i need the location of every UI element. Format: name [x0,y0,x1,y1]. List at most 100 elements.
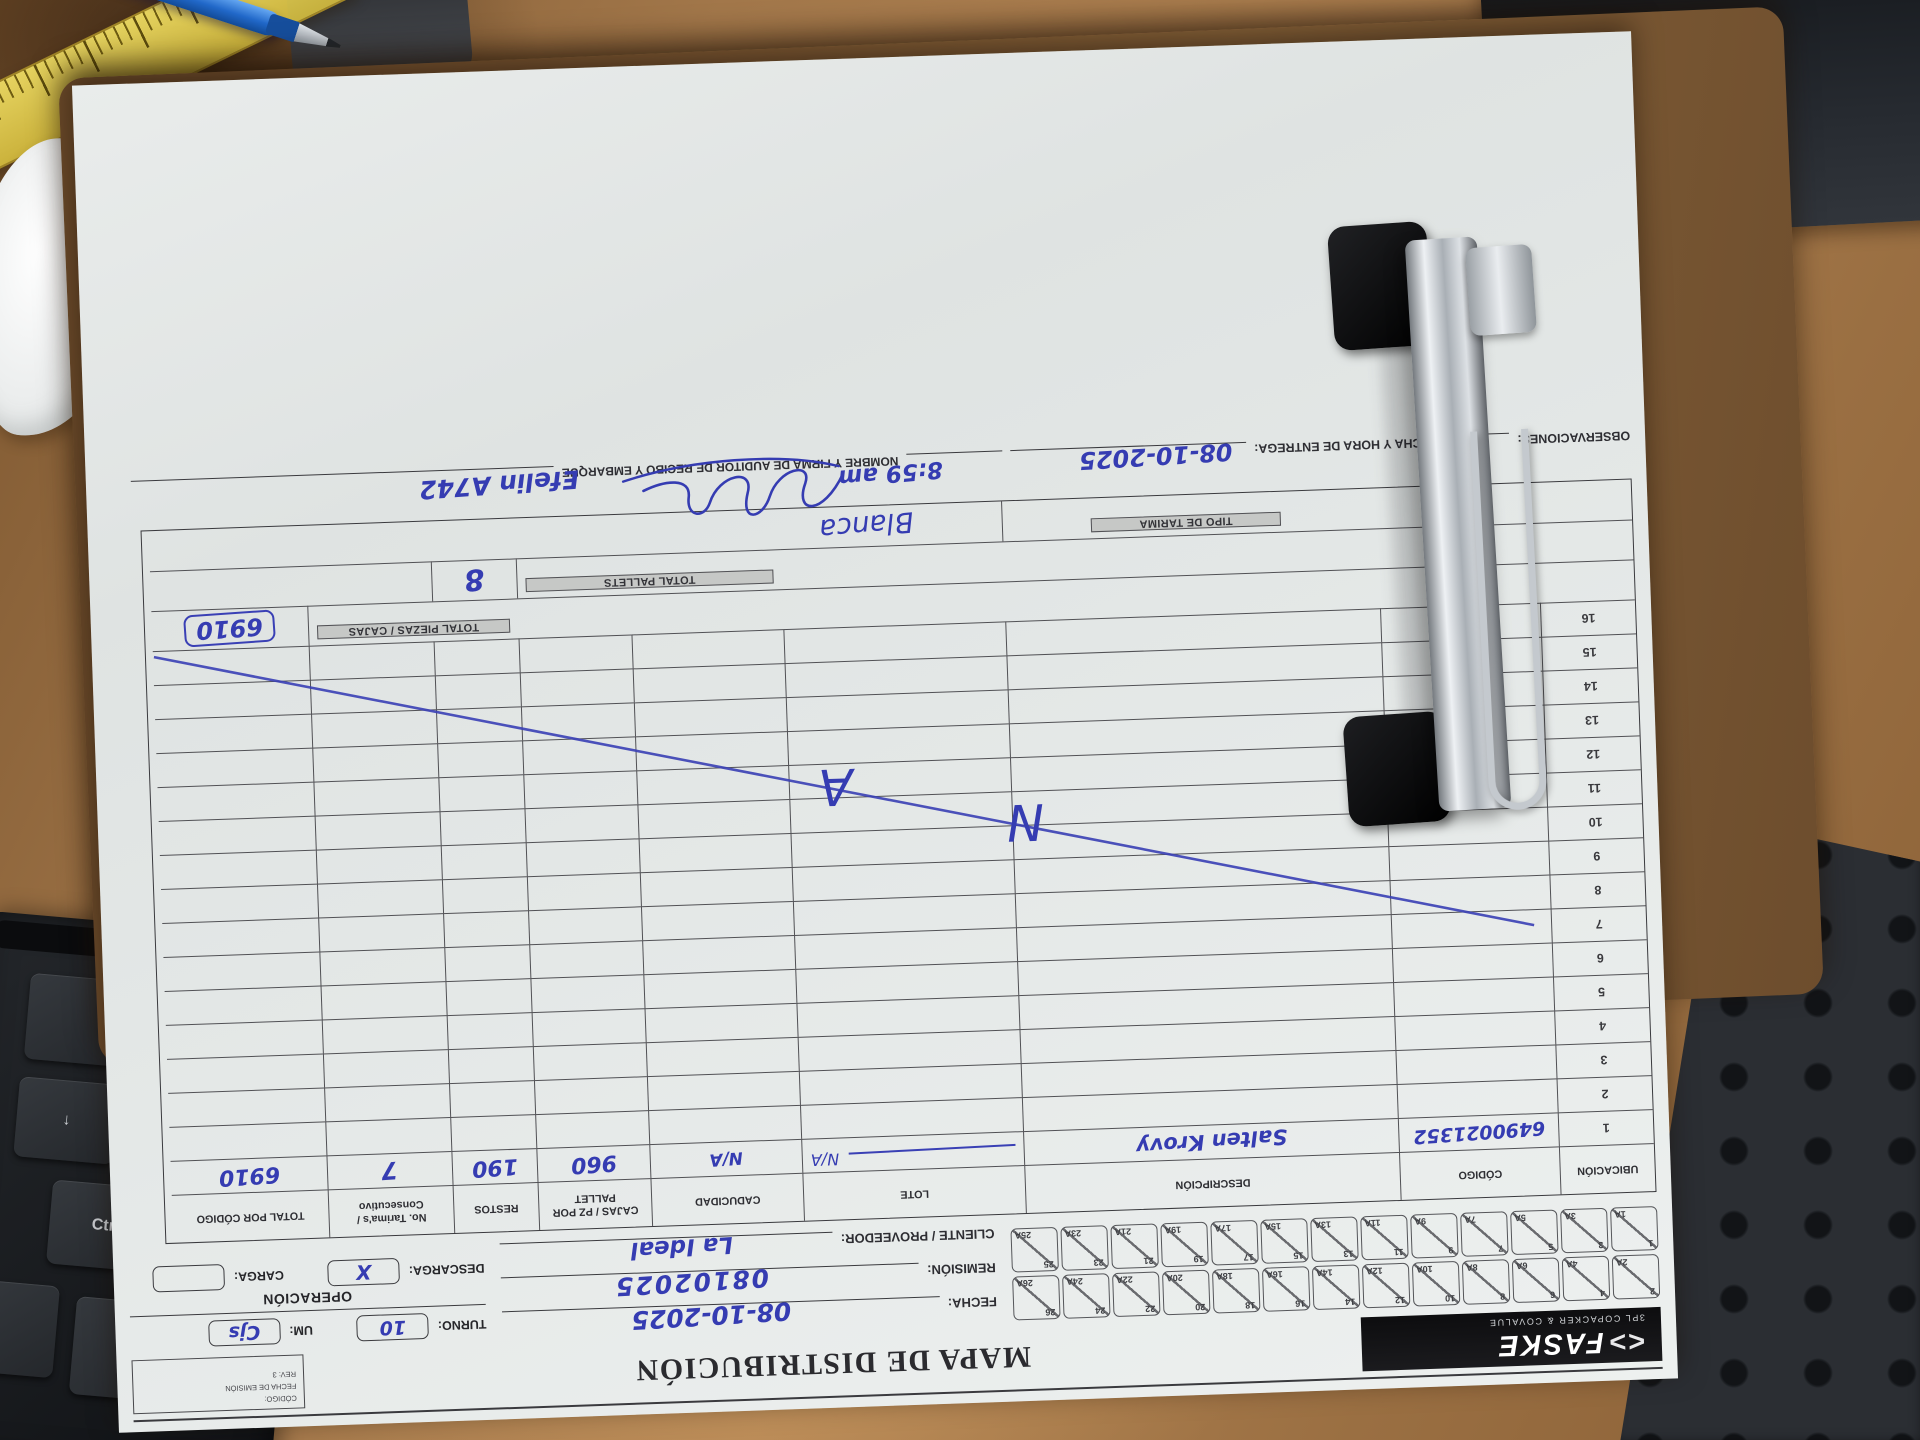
pallet-number-a: 26A [1016,1277,1034,1289]
total-piezas-cell: TOTAL PIEZAS / CAJAS [307,598,519,646]
table-cell [321,1015,448,1054]
table-cell [434,672,521,710]
table-cell [441,876,529,914]
pallet-number: 6 [1549,1289,1556,1300]
pallet-number: 20 [1195,1301,1206,1313]
pallet-number-a: 17A [1214,1222,1232,1234]
tipo-tarima-label: TIPO DE TARIMA [1090,511,1282,533]
pallet-number: 24 [1095,1305,1106,1316]
table-cell [166,1053,325,1093]
header-fields: FECHA: 08-10-2025 REMISIÓN: 08102025 CLI… [499,1226,998,1338]
table-cell [314,811,441,850]
pallet-number: 18 [1245,1300,1256,1311]
pallet-number-a: 22A [1116,1274,1133,1285]
pallet-number: 1 [1648,1238,1654,1249]
ubicacion-cell: 10 [1547,803,1644,841]
pallet-number: 2 [1649,1286,1656,1297]
table-cell: 6910 [170,1155,328,1195]
pallet-number-a: 20A [1166,1272,1183,1284]
remision-line: 08102025 [500,1262,920,1303]
pallet-position-box: 10 10A [1411,1260,1461,1307]
spacer [322,1329,348,1330]
pallet-position-box: 19 19A [1160,1221,1209,1268]
table-cell [522,736,637,775]
pallet-position-box: 22 22A [1112,1271,1161,1318]
table-cell [1394,1010,1556,1051]
remision-label: REMISIÓN: [926,1260,997,1278]
table-cell [1389,874,1551,915]
pallet-number: 13 [1343,1248,1354,1259]
table-cell [437,740,524,778]
table-cell [519,668,634,707]
table-cell [532,1042,647,1081]
table-cell [158,815,316,856]
remision-handwritten: 08102025 [612,1263,770,1302]
pallet-number: 23 [1093,1257,1104,1268]
pallet-position-box: 6 6A [1511,1257,1561,1304]
pallet-number: 8 [1499,1291,1506,1302]
table-cell [322,1049,449,1088]
pallet-number: 17 [1243,1252,1254,1263]
table-cell [524,804,639,843]
pallet-number-a: 13A [1314,1219,1332,1230]
lote-strike-line [848,1143,1016,1155]
form-footer: OBSERVACIONES: FECHA Y HORA DE ENTREGA: … [130,428,1631,516]
pallet-number-a: 9A [1414,1216,1427,1227]
ubicacion-cell: 9 [1548,837,1645,875]
table-cell [433,638,520,676]
ubicacion-cell: 13 [1543,701,1640,739]
table-cell [443,910,530,948]
turno-um-row: TURNO: 10 UM: Cjs [130,1311,487,1349]
table-cell [445,978,532,1016]
table-cell [636,765,790,805]
table-cell [633,697,787,737]
table-cell [309,675,436,714]
total-pallets-label: TOTAL PALLETS [525,569,774,593]
descarga-box: X [327,1257,401,1287]
ubicacion-cell: 7 [1550,905,1647,943]
pallet-number-a: 23A [1064,1228,1082,1239]
pallet-number-a: 21A [1114,1226,1132,1237]
ubicacion-cell: 11 [1545,769,1642,807]
ubicacion-cell: 14 [1542,667,1639,705]
table-cell [161,883,319,923]
table-cell [316,879,444,918]
pallet-number-a: 12A [1365,1265,1383,1277]
pallet-position-box: 9 9A [1410,1212,1459,1259]
table-cell [535,1110,650,1149]
keyboard-key-arrow: ↓ [13,1076,120,1165]
pallet-position-box: 21 21A [1110,1223,1159,1270]
table-cell [526,872,641,911]
entrega-handwritten: 08-10-2025 [1078,437,1234,475]
total-pallets-value-cell: 8 [430,558,518,602]
table-cell [315,845,442,884]
table-header-cell: CAJAS / PZ POR PALLET [537,1178,653,1231]
pallet-number-a: 2A [1615,1257,1628,1268]
table-cell [520,702,636,741]
turno-handwritten: 10 [379,1315,407,1339]
table-cell [156,747,314,788]
pallet-position-box: 4 4A [1561,1255,1611,1302]
ubicacion-cell: 2 [1556,1075,1653,1113]
faske-logo: <>FASKE 3PL COPACKER & COVALUE [1360,1306,1663,1372]
pen-nib [326,38,342,51]
pallet-number-a: 1A [1614,1209,1626,1220]
ubicacion-cell: 15 [1541,633,1638,671]
pallet-number-a: 19A [1164,1224,1182,1236]
table-cell [318,913,445,952]
table-header-cell: CÓDIGO [1398,1146,1561,1200]
ubicacion-cell: 3 [1555,1041,1652,1079]
table-cell [518,634,633,673]
pallet-number-a: 24A [1066,1276,1083,1287]
pallet-number: 22 [1145,1303,1156,1314]
table-cell [435,706,523,744]
ubicacion-cell: 16 [1539,599,1637,637]
pallet-number-a: 4A [1565,1258,1578,1270]
pallet-position-box: 14 14A [1311,1264,1361,1311]
um-handwritten: Cjs [228,1320,261,1344]
pallet-number-a: 14A [1315,1267,1333,1278]
table-cell [157,781,315,822]
table-cell [529,940,644,979]
pallet-position-box: 15 15A [1260,1218,1309,1264]
table-cell [644,1002,798,1043]
